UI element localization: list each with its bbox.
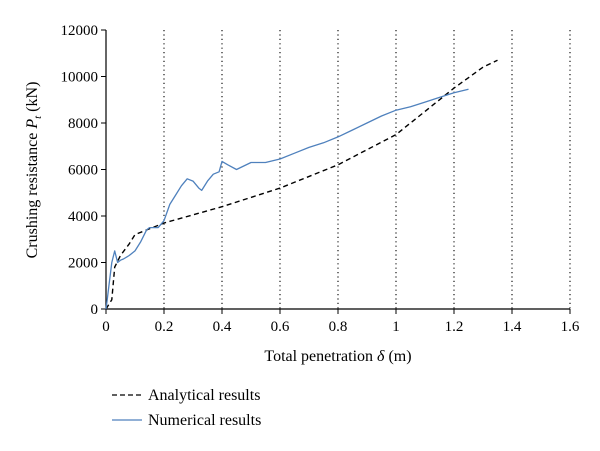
- y-axis-title: Crushing resistance Pt (kN): [24, 82, 44, 259]
- x-tick-label: 1.4: [503, 319, 522, 335]
- grid-layer: [163, 30, 571, 309]
- series-line-analytical: [105, 59, 498, 310]
- y-tick-label: 4000: [68, 209, 98, 225]
- series-layer: [105, 59, 498, 310]
- y-tick-label: 6000: [68, 163, 98, 179]
- y-tick-label: 8000: [68, 116, 98, 132]
- y-tick-label: 0: [91, 302, 99, 318]
- x-tick-label: 1: [392, 319, 400, 335]
- axes-layer: 0 0.2 0.4 0.6 0.8 1 1.2 1.4 1.6 0 2000 4000 6000 8000…: [61, 23, 580, 335]
- labels-layer: Total penetration δ (m) Crushing resista…: [24, 82, 412, 365]
- legend-label-analytical: Analytical results: [148, 387, 260, 404]
- series-line-numerical: [105, 88, 469, 310]
- x-tick-label: 0.6: [271, 319, 290, 335]
- x-tick-label: 0.2: [155, 319, 174, 335]
- x-tick-label: 1.6: [561, 319, 580, 335]
- legend: Analytical results Numerical results: [112, 387, 261, 429]
- x-tick-label: 1.2: [445, 319, 464, 335]
- x-tick-label: 0.8: [329, 319, 348, 335]
- x-tick-label: 0.4: [213, 319, 232, 335]
- y-tick-label: 2000: [68, 256, 98, 272]
- y-tick-label: 10000: [61, 70, 99, 86]
- legend-label-numerical: Numerical results: [148, 412, 261, 429]
- x-tick-label: 0: [102, 319, 110, 335]
- x-axis-title: Total penetration δ (m): [264, 348, 411, 365]
- y-tick-label: 12000: [61, 23, 99, 39]
